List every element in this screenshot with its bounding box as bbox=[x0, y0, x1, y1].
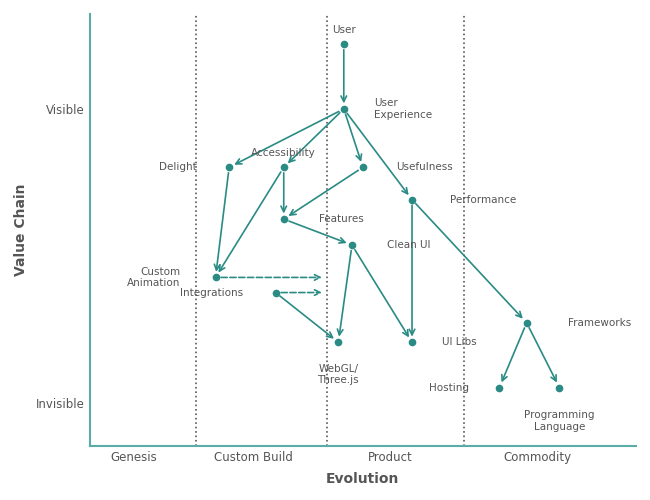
Text: User
Experience: User Experience bbox=[374, 98, 432, 120]
X-axis label: Evolution: Evolution bbox=[326, 472, 400, 486]
Text: Delight: Delight bbox=[159, 162, 196, 172]
Text: Hosting: Hosting bbox=[430, 382, 469, 392]
Y-axis label: Value Chain: Value Chain bbox=[14, 184, 28, 276]
Text: Performance: Performance bbox=[450, 194, 517, 204]
Text: Accessibility: Accessibility bbox=[252, 148, 316, 158]
Text: Integrations: Integrations bbox=[179, 288, 243, 298]
Text: Custom
Animation: Custom Animation bbox=[127, 266, 180, 288]
Text: Features: Features bbox=[319, 214, 364, 224]
Text: WebGL/
Three.js: WebGL/ Three.js bbox=[317, 364, 359, 386]
Text: User: User bbox=[332, 24, 356, 34]
Text: Frameworks: Frameworks bbox=[567, 318, 631, 328]
Text: UI Libs: UI Libs bbox=[442, 337, 476, 347]
Text: Clean UI: Clean UI bbox=[387, 240, 431, 250]
Text: Programming
Language: Programming Language bbox=[524, 410, 595, 432]
Text: Usefulness: Usefulness bbox=[396, 162, 452, 172]
